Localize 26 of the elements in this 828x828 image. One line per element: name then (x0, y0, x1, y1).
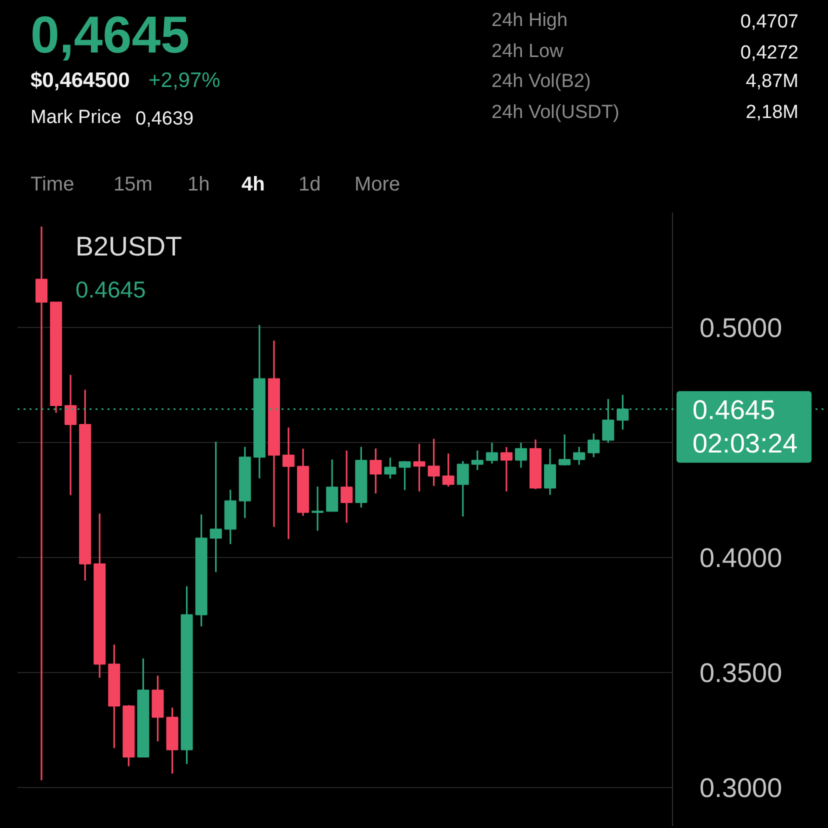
text: 0,4272 (740, 42, 799, 64)
text: Mark Price (30, 107, 122, 128)
y-tick-label: 0.3500 (700, 658, 782, 688)
text: 2,18M (746, 102, 799, 123)
y-tick-label: 0.5000 (700, 312, 782, 343)
text: 15m (114, 174, 152, 196)
text: 24h Vol(B2) (492, 71, 591, 92)
text: 24h Vol(USDT) (492, 102, 620, 123)
text: 4,87M (746, 71, 799, 92)
y-tick-label: 0.3000 (700, 772, 782, 803)
text: 0,4639 (136, 108, 194, 130)
text: 0,4645 (30, 6, 190, 64)
annotation: 0.4645 (76, 276, 146, 302)
text: Time (30, 174, 74, 196)
text: 24h Low (492, 41, 564, 62)
text: B2USDT (76, 232, 182, 262)
text: 1h (188, 174, 210, 196)
text: 4h (242, 174, 265, 196)
text: 0,4707 (740, 12, 799, 32)
text: +2,97% (148, 69, 220, 92)
y-tick-label: 0.4000 (700, 542, 782, 573)
text: 24h High (492, 10, 568, 31)
text: More (354, 174, 400, 196)
text: 1d (298, 174, 321, 196)
ref-line-label: 0.4645 02:03:24 (692, 395, 798, 459)
text: $0,464500 (30, 69, 130, 92)
